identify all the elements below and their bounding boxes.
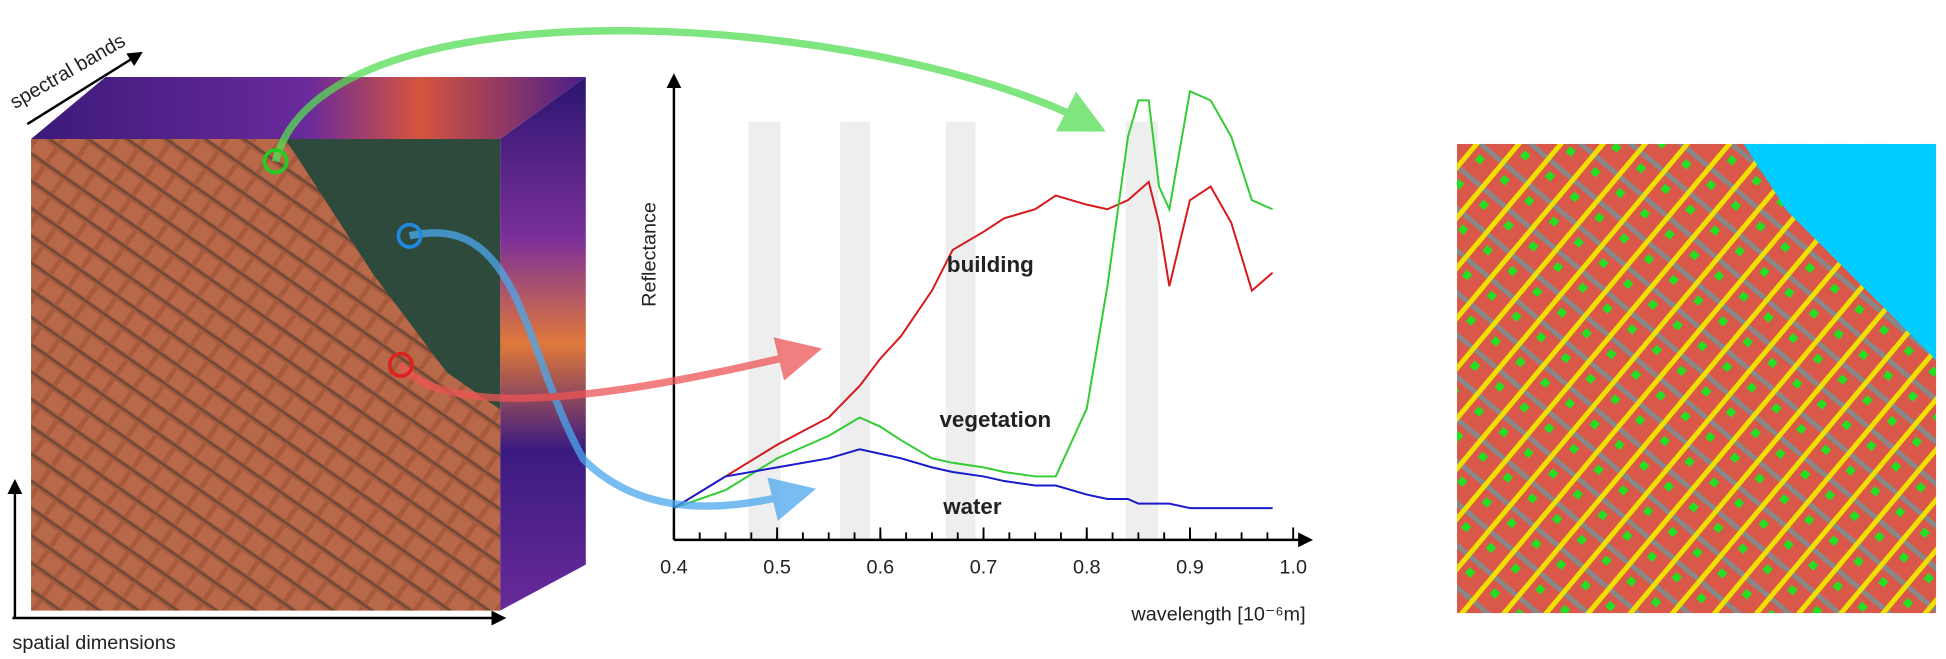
axis-arrow: [26, 51, 143, 126]
pointer-arrows: [271, 26, 1106, 521]
series-label: vegetation: [939, 407, 1051, 432]
series-line: [673, 89, 1273, 510]
marker: [262, 148, 289, 175]
spatial-label: spatial dimensions: [12, 632, 175, 654]
series-line: [673, 448, 1273, 510]
map-river: [1743, 143, 1937, 360]
marker: [396, 222, 423, 249]
x-tick-label: 0.4: [660, 556, 688, 578]
series-label: water: [942, 494, 1002, 519]
x-tick-label: 0.6: [867, 556, 895, 578]
cube-side: [500, 76, 586, 611]
x-tick-label: 0.8: [1073, 556, 1101, 578]
series-label: building: [947, 252, 1034, 277]
marker: [387, 351, 414, 378]
x-tick-label: 0.7: [970, 556, 998, 578]
x-tick-label: 0.9: [1176, 556, 1204, 578]
river: [285, 138, 501, 410]
series-line: [673, 180, 1274, 509]
chart: 0.4 0.5 0.6 0.7 0.8 0.9 1.0 Reflectance waveleng…: [638, 73, 1314, 626]
bands: [748, 121, 1158, 539]
y-axis-label: Reflectance: [638, 202, 660, 307]
x-tick-label: 1.0: [1279, 556, 1307, 578]
x-axis-label: wavelength [10⁻⁶m]: [1130, 604, 1305, 626]
x-tick-label: 0.5: [763, 556, 791, 578]
